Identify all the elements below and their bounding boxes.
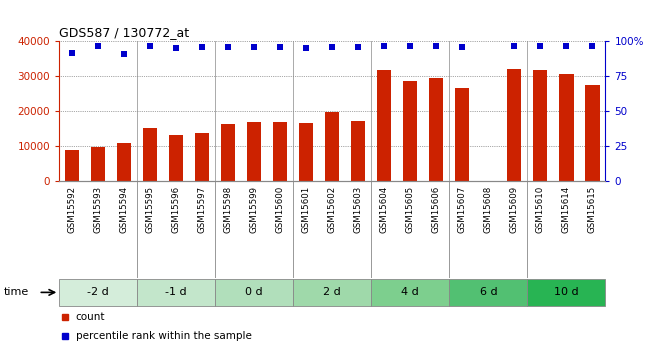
- Bar: [169, 135, 184, 181]
- Point: [145, 43, 155, 48]
- Text: 10 d: 10 d: [554, 287, 578, 297]
- Text: -1 d: -1 d: [165, 287, 187, 297]
- Point: [67, 50, 78, 55]
- Bar: [403, 81, 417, 181]
- Text: GSM15599: GSM15599: [250, 186, 259, 233]
- Text: -2 d: -2 d: [88, 287, 109, 297]
- Bar: [138, 279, 215, 306]
- Point: [509, 43, 520, 48]
- Point: [587, 43, 597, 48]
- Point: [249, 44, 259, 50]
- Text: GSM15600: GSM15600: [276, 186, 285, 233]
- Text: percentile rank within the sample: percentile rank within the sample: [76, 332, 251, 341]
- Bar: [325, 112, 340, 181]
- Text: GSM15597: GSM15597: [198, 186, 207, 233]
- Text: GSM15596: GSM15596: [172, 186, 181, 233]
- Text: count: count: [76, 313, 105, 322]
- Bar: [585, 85, 599, 181]
- Point: [171, 46, 182, 51]
- Bar: [143, 128, 157, 181]
- Point: [93, 43, 103, 48]
- Text: 2 d: 2 d: [324, 287, 341, 297]
- Bar: [117, 143, 132, 181]
- Bar: [429, 78, 443, 181]
- Text: GSM15595: GSM15595: [145, 186, 155, 233]
- Text: GSM15598: GSM15598: [224, 186, 233, 233]
- Bar: [527, 279, 605, 306]
- Text: GSM15610: GSM15610: [536, 186, 545, 233]
- Text: GSM15609: GSM15609: [510, 186, 519, 233]
- Text: 0 d: 0 d: [245, 287, 263, 297]
- Point: [353, 44, 364, 50]
- Bar: [299, 123, 313, 181]
- Text: GSM15615: GSM15615: [588, 186, 597, 233]
- Bar: [559, 74, 574, 181]
- Text: GSM15607: GSM15607: [458, 186, 467, 233]
- Point: [301, 46, 311, 51]
- Text: GSM15608: GSM15608: [484, 186, 493, 233]
- Text: GSM15593: GSM15593: [93, 186, 103, 233]
- Bar: [455, 88, 469, 181]
- Bar: [247, 122, 261, 181]
- Bar: [273, 122, 288, 181]
- Point: [275, 44, 286, 50]
- Text: GSM15601: GSM15601: [302, 186, 311, 233]
- Point: [379, 43, 390, 48]
- Text: GSM15603: GSM15603: [354, 186, 363, 233]
- Bar: [351, 121, 365, 181]
- Point: [431, 43, 442, 48]
- Bar: [377, 70, 392, 181]
- Point: [197, 44, 207, 50]
- Text: 6 d: 6 d: [480, 287, 497, 297]
- Point: [327, 44, 338, 50]
- Bar: [221, 124, 236, 181]
- Point: [561, 43, 572, 48]
- Bar: [533, 70, 547, 181]
- Text: GSM15606: GSM15606: [432, 186, 441, 233]
- Text: GSM15605: GSM15605: [406, 186, 415, 233]
- Bar: [195, 133, 209, 181]
- Bar: [215, 279, 293, 306]
- Point: [457, 44, 468, 50]
- Point: [223, 44, 234, 50]
- Bar: [449, 279, 527, 306]
- Bar: [91, 147, 105, 181]
- Point: [405, 43, 416, 48]
- Text: time: time: [3, 287, 28, 297]
- Bar: [507, 69, 522, 181]
- Text: GSM15602: GSM15602: [328, 186, 337, 233]
- Point: [119, 51, 130, 57]
- Text: GSM15594: GSM15594: [120, 186, 129, 233]
- Bar: [371, 279, 449, 306]
- Bar: [59, 279, 138, 306]
- Text: GSM15592: GSM15592: [68, 186, 77, 233]
- Text: GSM15614: GSM15614: [562, 186, 571, 233]
- Text: GSM15604: GSM15604: [380, 186, 389, 233]
- Text: GDS587 / 130772_at: GDS587 / 130772_at: [59, 26, 190, 39]
- Point: [535, 43, 545, 48]
- Bar: [65, 150, 80, 181]
- Bar: [293, 279, 371, 306]
- Text: 4 d: 4 d: [401, 287, 419, 297]
